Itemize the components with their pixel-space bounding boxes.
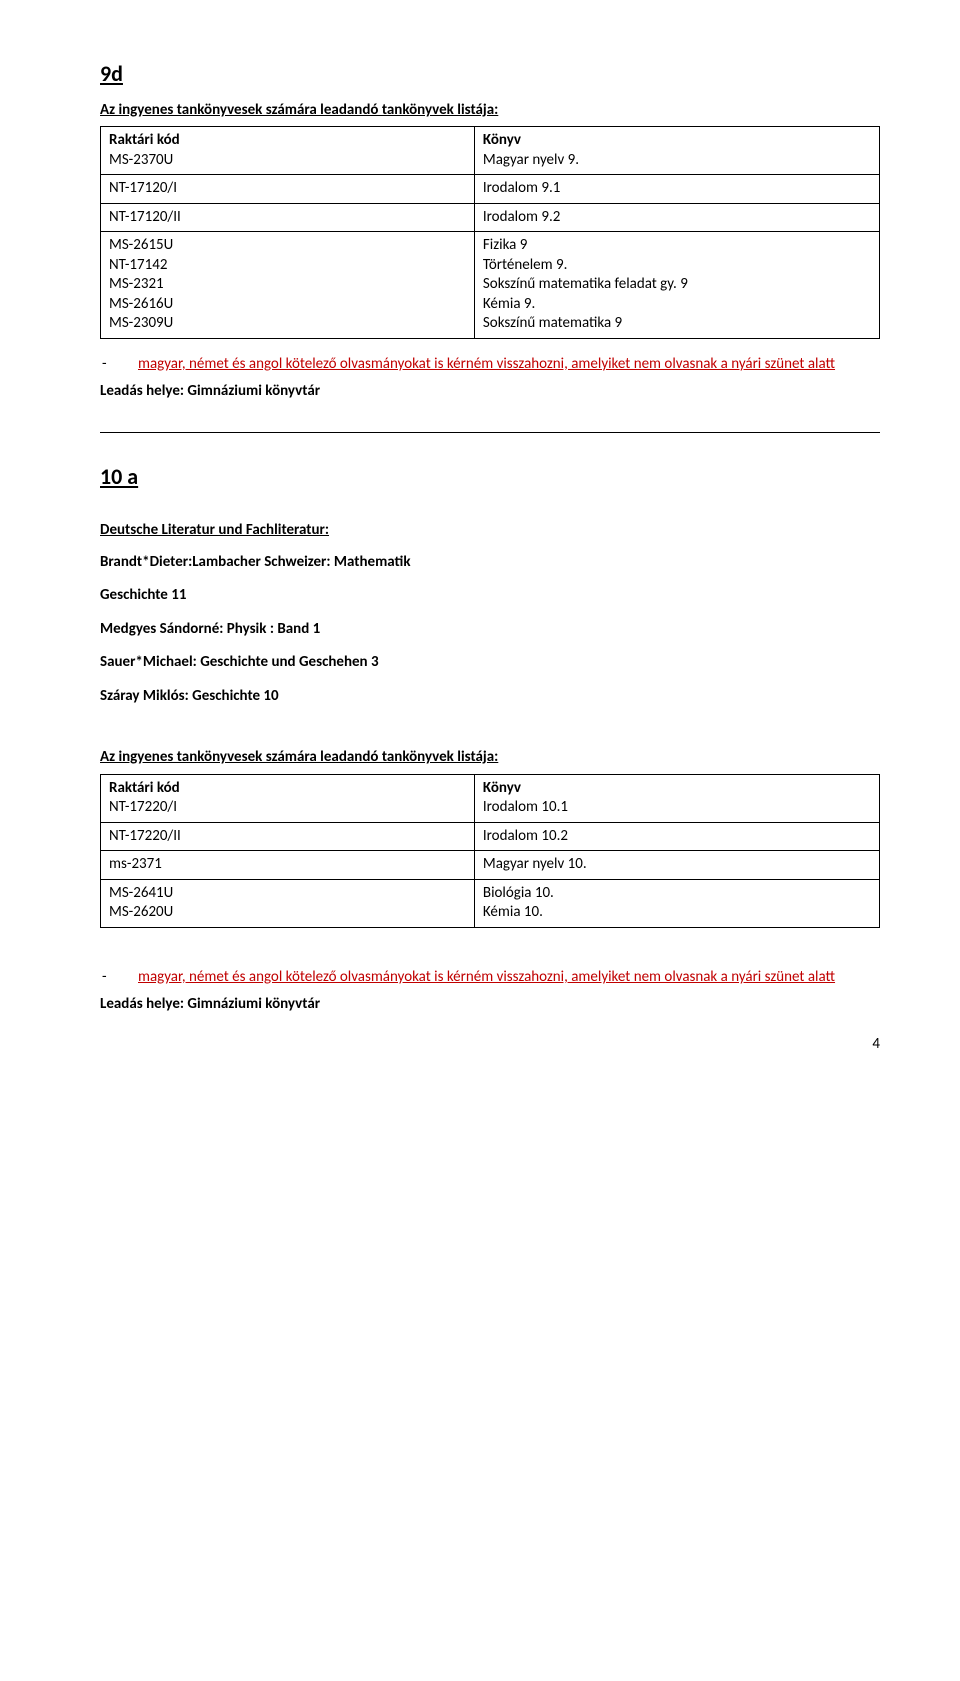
textbook-table-1: Raktári kód MS-2370U Könyv Magyar nyelv … [100,126,880,339]
t2-g2-code-0: NT-17220/II [101,822,475,851]
location-1: Leadás helye: Gimnáziumi könyvtár [100,382,880,402]
t1-g4-book-0: Fizika 9 [483,236,527,254]
bullet-note-2: -magyar, német és angol kötelező olvasmá… [138,968,880,988]
table1-header-code: Raktári kód MS-2370U [101,127,475,175]
bullet-note-1: -magyar, német és angol kötelező olvasmá… [138,355,880,375]
t1-g4-code-0: MS-2615U [109,236,173,254]
textbook-table-2: Raktári kód NT-17220/I Könyv Irodalom 10… [100,774,880,928]
t2-g3-book-0: Magyar nyelv 10. [474,851,879,880]
lit-0: Brandt*Dieter:Lambacher Schweizer: Mathe… [100,553,880,573]
divider [100,432,880,433]
t1-g4-book-3: Kémia 9. [483,295,535,313]
t2-g1-code-0: NT-17220/I [109,798,177,816]
table2-header-code: Raktári kód NT-17220/I [101,774,475,822]
t1-g4-book-4: Sokszínű matematika 9 [483,314,622,332]
list-title-1: Az ingyenes tankönyvesek számára leadand… [100,101,880,121]
t1-g3-book-0: Irodalom 9.2 [474,203,879,232]
t2-g1-book-0: Irodalom 10.1 [483,798,568,816]
t2-g3-code-0: ms-2371 [101,851,475,880]
page-number: 4 [100,1035,880,1055]
th-code: Raktári kód [109,131,180,149]
dash-icon-2: - [120,968,138,988]
t2-g4-book-0: Biológia 10. [483,884,554,902]
bullet-text-2: magyar, német és angol kötelező olvasmán… [138,968,835,986]
t1-g3-code-0: NT-17120/II [101,203,475,232]
t1-g4-code-3: MS-2616U [109,295,173,313]
t1-g4-code-2: MS-2321 [109,275,164,293]
table1-header-book: Könyv Magyar nyelv 9. [474,127,879,175]
t1-g4-book-1: Történelem 9. [483,256,567,274]
th-book: Könyv [483,131,521,149]
th2-book: Könyv [483,779,521,797]
th2-code: Raktári kód [109,779,180,797]
location-2: Leadás helye: Gimnáziumi könyvtár [100,995,880,1015]
t2-g4-book-1: Kémia 10. [483,903,543,921]
t1-g2-book-0: Irodalom 9.1 [474,175,879,204]
lit-4: Száray Miklós: Geschichte 10 [100,687,880,707]
t2-g4-codes: MS-2641U MS-2620U [101,879,475,927]
t2-g2-book-0: Irodalom 10.2 [474,822,879,851]
t2-g4-books: Biológia 10. Kémia 10. [474,879,879,927]
t1-g4-codes: MS-2615U NT-17142 MS-2321 MS-2616U MS-23… [101,232,475,339]
lit-1: Geschichte 11 [100,586,880,606]
t1-g2-code-0: NT-17120/I [101,175,475,204]
t1-g1-code-0: MS-2370U [109,151,173,169]
t2-g4-code-0: MS-2641U [109,884,173,902]
dash-icon: - [120,355,138,375]
bullet-text-1: magyar, német és angol kötelező olvasmán… [138,355,835,373]
lit-2: Medgyes Sándorné: Physik : Band 1 [100,620,880,640]
section-heading-10a: 10 a [100,463,880,492]
t2-g4-code-1: MS-2620U [109,903,173,921]
list-title-2: Az ingyenes tankönyvesek számára leadand… [100,748,880,768]
literature-title: Deutsche Literatur und Fachliteratur: [100,521,880,541]
t1-g4-books: Fizika 9 Történelem 9. Sokszínű matemati… [474,232,879,339]
table2-header-book: Könyv Irodalom 10.1 [474,774,879,822]
section-heading-9d: 9d [100,60,880,89]
t1-g1-book-0: Magyar nyelv 9. [483,151,579,169]
t1-g4-book-2: Sokszínű matematika feladat gy. 9 [483,275,688,293]
t1-g4-code-1: NT-17142 [109,256,167,274]
lit-3: Sauer*Michael: Geschichte und Geschehen … [100,653,880,673]
t1-g4-code-4: MS-2309U [109,314,173,332]
